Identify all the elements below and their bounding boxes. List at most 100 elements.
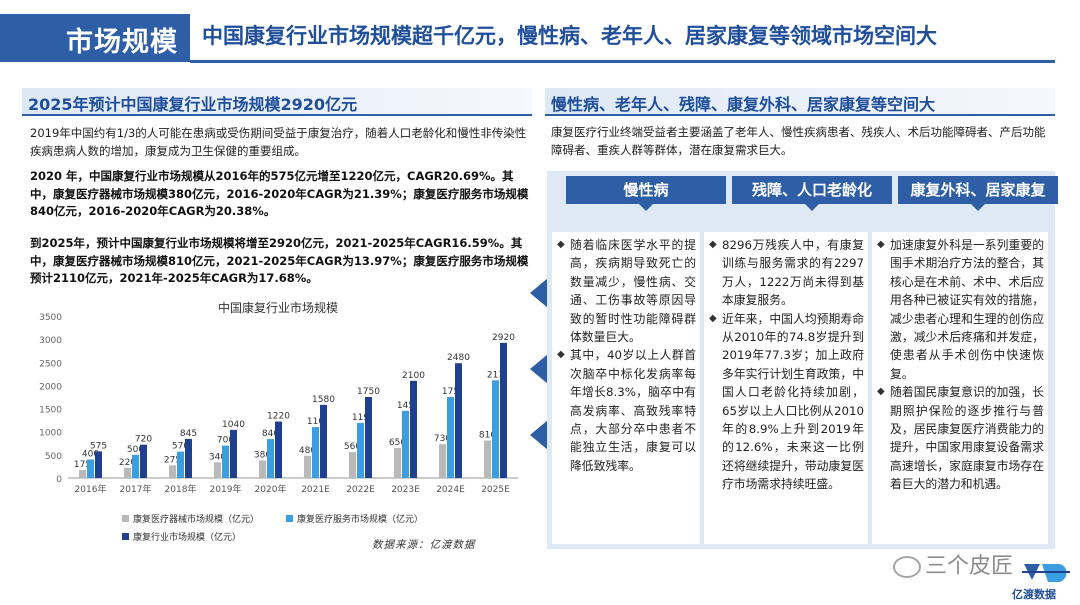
x-tick-label: 2018年	[165, 483, 197, 495]
data-label: 400	[82, 449, 99, 459]
bar	[124, 467, 131, 478]
left-paragraph-1: 2019年中国约有1/3的人可能在患病或受伤期间受益于康复治疗，随着人口老龄化和…	[30, 126, 527, 158]
bullet-icon: ◆	[877, 386, 885, 398]
bar	[455, 363, 462, 478]
data-label: 380	[254, 450, 271, 460]
wechat-icon	[893, 556, 921, 578]
x-tick-label: 2016年	[75, 483, 107, 495]
bar	[87, 459, 94, 478]
data-label: 119	[352, 413, 369, 423]
list-item: ◆ 随着临床医学水平的提高，疾病期导致死亡的数量减少，慢性病、交通、工伤事故等原因…	[556, 236, 696, 346]
data-label: 275	[164, 455, 181, 465]
data-label: 2480	[447, 353, 470, 363]
tab-chronic-disease: 慢性病	[566, 176, 726, 211]
header-tag-text: 市场规模	[66, 27, 178, 58]
data-label: 175	[74, 460, 91, 470]
right-section-title: 慢性病、老年人、残障、康复外科、居家康复等空间大	[551, 95, 936, 114]
page-title: 中国康复行业市场规模超千亿元，慢性病、老年人、居家康复等领域市场空间大	[202, 24, 937, 48]
list-item-text: 加速康复外科是一系列重要的围手术期治疗方法的整合，其核心是在术前、术中、术后应用…	[890, 238, 1044, 381]
data-label: 575	[90, 441, 107, 451]
data-label: 220	[119, 458, 136, 468]
company-logo-text: 亿渡数据	[1012, 588, 1056, 601]
bar	[214, 462, 221, 478]
list-item-text: 随着国民康复意识的加强，长期照护保险的逐步推行与普及，居民康复医疗消费能力的提升…	[890, 385, 1044, 492]
x-tick-label: 2017年	[120, 483, 152, 495]
bar	[402, 410, 409, 478]
legend-label: 康复医疗服务市场规模（亿元）	[297, 513, 423, 525]
x-tick-label: 2025E	[481, 485, 510, 495]
data-label: 2920	[492, 333, 515, 343]
data-label: 2100	[402, 371, 425, 381]
x-tick-label: 2024E	[436, 485, 465, 495]
arrow-left-icon	[530, 354, 548, 384]
arrow-left-icon	[530, 420, 548, 450]
bullet-icon: ◆	[557, 349, 565, 361]
column-surgery-home-rehab: ◆ 加速康复外科是一系列重要的围手术期治疗方法的整合，其核心是在术前、术中、术后应…	[872, 232, 1048, 544]
list-item-text: 随着临床医学水平的提高，疾病期导致死亡的数量减少，慢性病、交通、工伤事故等原因导…	[570, 238, 696, 345]
bar	[349, 452, 356, 478]
data-source: 数据来源：亿渡数据	[372, 539, 476, 551]
chart-title: 中国康复行业市场规模	[218, 300, 338, 315]
list-item-text: 8296万残疾人中，有康复训练与服务需求的有2297万人，1222万尚未得到基本…	[722, 238, 864, 308]
watermark: 三个皮匠	[893, 548, 1013, 580]
bar	[447, 397, 454, 478]
data-label: 1040	[222, 420, 245, 430]
list-item-text: 近年来，中国人均预期寿命从2010年的74.8岁提升到2019年77.3岁；加上…	[722, 311, 864, 492]
data-label: 1220	[267, 412, 290, 422]
bar	[357, 422, 364, 478]
data-label: 730	[434, 434, 451, 444]
legend-label: 康复行业市场规模（亿元）	[133, 531, 241, 543]
bullet-icon: ◆	[877, 239, 885, 250]
watermark-text: 三个皮匠	[925, 554, 1014, 579]
bar	[320, 404, 327, 478]
data-label: 845	[180, 429, 197, 439]
data-label: 110	[307, 417, 324, 427]
data-label: 211	[487, 370, 504, 380]
bar	[132, 454, 139, 478]
data-label: 145	[397, 401, 414, 411]
left-section-title: 2025年预计中国康复行业市场规模2920亿元	[28, 95, 358, 114]
data-label: 1750	[357, 387, 380, 397]
data-label: 570	[172, 442, 189, 452]
left-paragraph-3: 到2025年，预计中国康复行业市场规模将增至2920亿元，2021-2025年C…	[30, 236, 529, 285]
right-section-header: 慢性病、老年人、残障、康复外科、居家康复等空间大	[545, 88, 1055, 116]
company-logo-icon	[1022, 564, 1070, 582]
x-tick-label: 2023E	[391, 485, 420, 495]
legend-swatch	[122, 515, 129, 522]
y-tick-label: 2000	[39, 382, 62, 392]
bullet-icon: ◆	[557, 239, 565, 250]
x-tick-label: 2021E	[301, 485, 330, 495]
data-label: 560	[344, 442, 361, 452]
bar	[275, 421, 282, 478]
header-tag: 市场规模	[0, 14, 190, 62]
column-disability-aging: ◆ 8296万残疾人中，有康复训练与服务需求的有2297万人，1222万尚未得到基…	[704, 232, 868, 544]
bar	[304, 455, 311, 478]
data-label: 650	[389, 438, 406, 448]
data-label: 500	[127, 445, 144, 455]
y-tick-label: 1500	[39, 406, 62, 416]
bar	[484, 440, 491, 478]
bar	[177, 451, 184, 478]
bar	[79, 469, 86, 478]
bar	[222, 445, 229, 478]
y-tick-label: 0	[56, 475, 62, 485]
list-item: ◆ 加速康复外科是一系列重要的围手术期治疗方法的整合，其核心是在术前、术中、术后应…	[876, 236, 1044, 383]
list-item: ◆ 8296万残疾人中，有康复训练与服务需求的有2297万人，1222万尚未得到基…	[708, 236, 864, 310]
bullet-icon: ◆	[709, 312, 717, 324]
column-chronic-disease: ◆ 随着临床医学水平的提高，疾病期导致死亡的数量减少，慢性病、交通、工伤事故等原因…	[552, 232, 700, 544]
right-intro: 康复医疗行业终端受益者主要涵盖了老年人、慢性疾病患者、残疾人、术后功能障碍者、产…	[551, 125, 1046, 157]
data-label: 810	[479, 431, 496, 441]
y-tick-label: 1000	[39, 429, 62, 439]
bullet-icon: ◆	[709, 239, 717, 250]
left-section-header: 2025年预计中国康复行业市场规模2920亿元	[22, 88, 532, 116]
y-tick-label: 2500	[39, 359, 62, 369]
tab-surgery-home-rehab: 康复外科、居家康复	[898, 176, 1058, 211]
market-size-chart: 中国康复行业市场规模 0 500 1000 1500 2000 2500 3000 3500 20…	[39, 300, 518, 543]
x-tick-label: 2022E	[346, 485, 375, 495]
tab-disability-aging: 残障、人口老龄化	[732, 176, 892, 211]
data-label: 700	[217, 436, 234, 446]
data-label: 1580	[312, 395, 335, 405]
bar	[365, 397, 372, 478]
bar	[95, 451, 102, 478]
bar	[439, 444, 446, 478]
